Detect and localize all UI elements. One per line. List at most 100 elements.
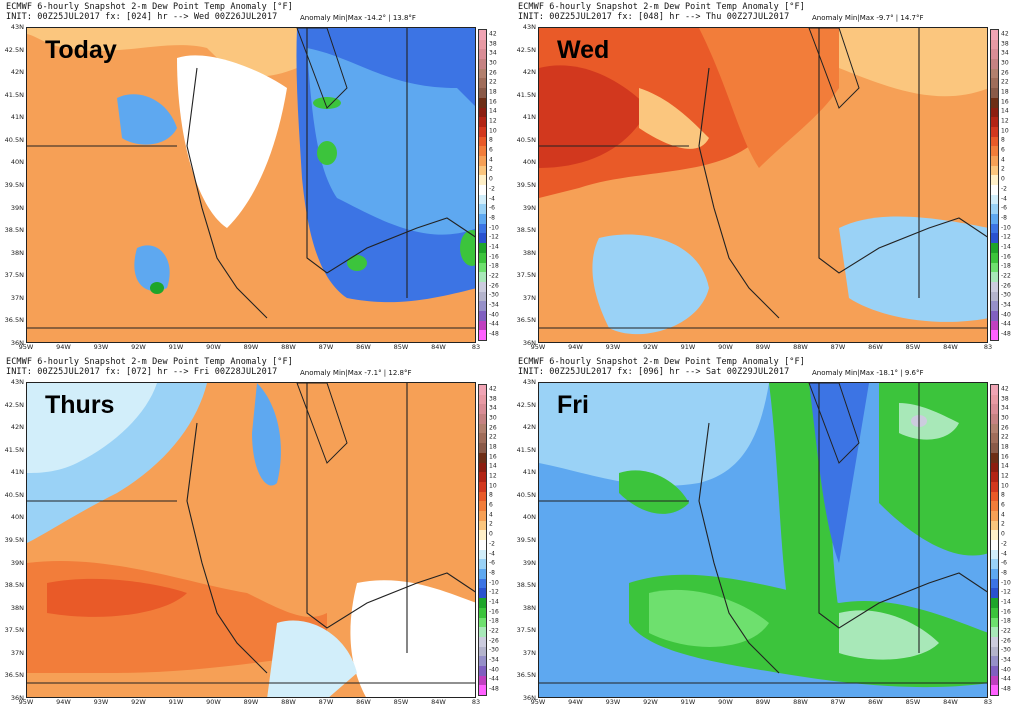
color-scale-tick-label: -6 [1001,204,1007,212]
color-scale-tick-label: -30 [489,291,499,299]
color-scale-swatch [991,281,998,292]
map-panel-today: ECMWF 6-hourly Snapshot 2-m Dew Point Te… [0,0,510,352]
color-scale-tick-label: 16 [489,453,497,461]
map-canvas [27,383,475,697]
color-scale-swatch [991,491,998,502]
longitude-label: 88W [281,698,296,706]
map-canvas [539,383,987,697]
longitude-label: 94W [56,698,71,706]
color-scale-tick-label: 14 [1001,462,1009,470]
color-scale-tick-label: -4 [489,195,495,203]
latitude-label: 42N [522,68,536,77]
anomaly-patch-neutral [350,580,475,697]
color-scale-swatch [991,433,998,444]
panel-title: ECMWF 6-hourly Snapshot 2-m Dew Point Te… [518,2,805,12]
longitude-label: 83 [471,698,481,706]
longitude-label: 86W [868,343,883,351]
color-scale-swatch [479,685,486,695]
longitude-label: 85W [393,698,409,706]
color-scale-swatch [991,330,998,340]
color-scale-swatch [479,39,486,50]
anomaly-band-pale [27,383,157,473]
latitude-label: 42N [10,423,24,432]
color-scale-swatch [479,404,486,415]
color-scale-swatch [991,117,998,127]
color-scale-tick-label: 30 [1001,414,1009,422]
longitude-label: 83 [471,343,481,351]
color-scale-swatch [479,262,486,273]
latitude-label: 41.5N [4,445,24,454]
color-scale-swatch [991,126,998,137]
longitude-label: 83 [983,698,993,706]
anomaly-patch-green [347,255,367,271]
anomaly-minmax: Anomaly Min|Max -7.1° | 12.8°F [300,369,412,377]
latitude-axis: 43N 42.5N 42N 41.5N 41N 40.5N 40N 39.5N 39N 38.5N… [0,23,25,347]
color-scale-tick-label: 6 [1001,501,1005,509]
color-scale-swatch [479,165,486,176]
color-scale-tick-label: 18 [1001,88,1009,96]
color-scale-tick-label: -12 [1001,588,1011,596]
color-scale-tick-label: -30 [1001,291,1011,299]
color-scale-swatch [479,665,486,676]
latitude-label: 41N [10,113,24,122]
color-scale-ticks: 42 38 34 30 26 22 18 16 14 12 10 8 6 4 2 0 -2 -4 -6 -8 -10 -1… [489,29,511,341]
color-scale-swatch [479,675,486,686]
longitude-axis: 95W 94W 93W 92W 91W 90W 89W 88W 87W 86W 85W 84W 83 [19,698,480,708]
color-scale-tick-label: -2 [1001,540,1007,548]
anomaly-map: Today [26,27,476,343]
color-scale-tick-label: -16 [1001,253,1011,261]
latitude-label: 42.5N [516,400,536,409]
color-scale-tick-label: -16 [489,253,499,261]
color-scale-tick-label: 38 [489,395,497,403]
color-scale-swatch [479,175,486,185]
anomaly-patch-dark-red [539,65,649,168]
color-scale-swatch [479,549,486,560]
color-scale-swatch [479,617,486,628]
latitude-label: 37.5N [4,626,24,635]
color-scale-tick-label: 38 [1001,40,1009,48]
color-scale-swatch [991,501,998,511]
color-scale-swatch [479,385,486,395]
latitude-label: 41.5N [4,90,24,99]
color-scale-swatch [479,30,486,40]
longitude-label: 90W [718,698,733,706]
map-canvas [27,28,475,342]
anomaly-band-light-blue [539,383,769,486]
color-scale-tick-label: -48 [489,330,499,338]
color-scale-tick-label: -2 [489,540,495,548]
latitude-label: 37.5N [516,271,536,280]
color-scale-tick-label: -4 [1001,550,1007,558]
latitude-axis: 43N 42.5N 42N 41.5N 41N 40.5N 40N 39.5N 39N 38.5N… [512,23,537,347]
longitude-label: 84W [943,343,958,351]
longitude-label: 91W [680,698,696,706]
color-scale-tick-label: -26 [489,637,499,645]
color-scale-tick-label: 30 [1001,59,1009,67]
color-scale-tick-label: -44 [489,675,499,683]
color-scale-tick-label: 22 [1001,78,1009,86]
anomaly-patch-light-green [899,403,959,440]
color-scale-ticks: 42 38 34 30 26 22 18 16 14 12 10 8 6 4 2 0 -2 -4 -6 -8 -10 -1… [1001,29,1023,341]
color-scale-tick-label: 10 [1001,482,1009,490]
color-scale-tick-label: 10 [489,127,497,135]
color-scale-swatch [991,510,998,521]
longitude-label: 88W [281,343,296,351]
color-scale-tick-label: 18 [1001,443,1009,451]
color-scale-tick-label: -2 [1001,185,1007,193]
latitude-label: 39.5N [516,536,536,544]
color-scale-tick-label: -34 [1001,301,1011,309]
latitude-label: 42N [10,68,24,77]
color-scale-swatch [991,97,998,108]
longitude-axis: 95W 94W 93W 92W 91W 90W 89W 88W 87W 86W 85W 84W 83 [19,343,480,353]
color-scale-swatch [991,481,998,492]
color-scale-tick-label: -40 [489,666,499,674]
map-panel-wed: ECMWF 6-hourly Snapshot 2-m Dew Point Te… [512,0,1022,352]
color-scale-tick-label: -48 [1001,685,1011,693]
latitude-label: 36N [522,694,536,702]
color-scale-swatch [991,223,998,234]
color-scale-swatch [991,310,998,321]
longitude-label: 95W [530,698,546,706]
longitude-label: 90W [718,343,733,351]
color-scale-tick-label: -22 [1001,627,1011,635]
color-scale-swatch [991,404,998,415]
color-scale-swatch [479,330,486,340]
